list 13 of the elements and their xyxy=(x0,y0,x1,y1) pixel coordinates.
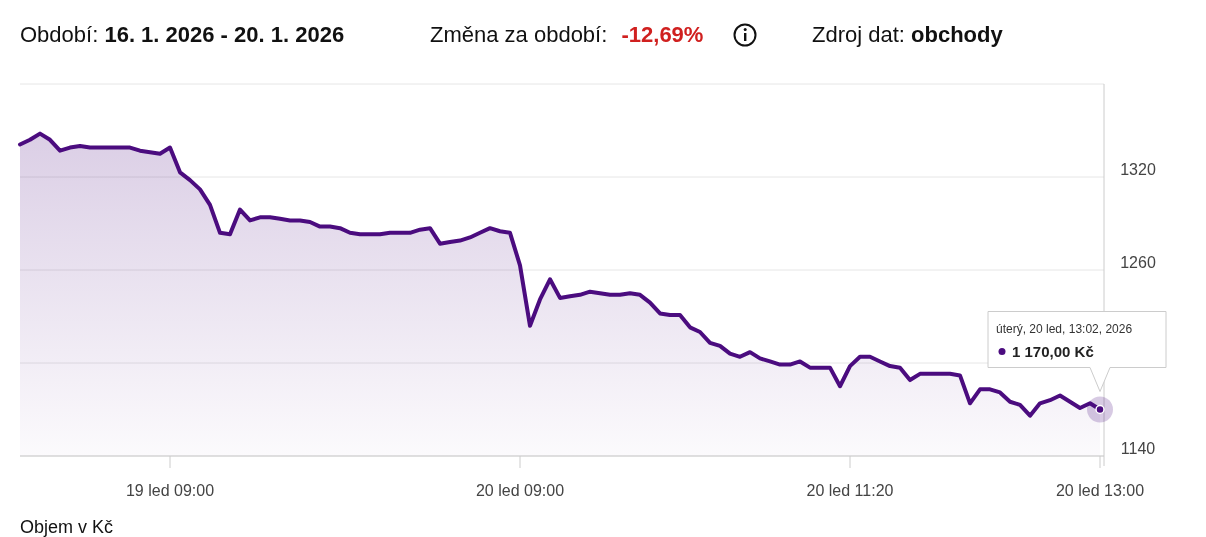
text: Zdroj dat: obchody xyxy=(812,22,1004,47)
x-tick-label: 19 led 09:00 xyxy=(125,482,215,499)
chart-subtitle: Změna za období: -12,69% xyxy=(430,22,704,47)
annotation: úterý, 20 led, 13:02, 2026 xyxy=(996,321,1133,336)
annotation: 1 170,00 Kč xyxy=(1012,342,1094,360)
x-tick-label: 20 led 13:00 xyxy=(1055,482,1145,499)
text: Objem v Kč xyxy=(20,517,114,537)
y-tick-label: 1260 xyxy=(1120,254,1156,271)
y-tick-label: 1140 xyxy=(1120,440,1156,457)
x-tick-label: 20 led 11:20 xyxy=(806,482,894,499)
x-tick-label: 20 led 09:00 xyxy=(475,482,565,499)
y-tick-label: 1320 xyxy=(1120,161,1156,178)
chart-title: Období: 16. 1. 2026 - 20. 1. 2026 xyxy=(20,22,345,47)
